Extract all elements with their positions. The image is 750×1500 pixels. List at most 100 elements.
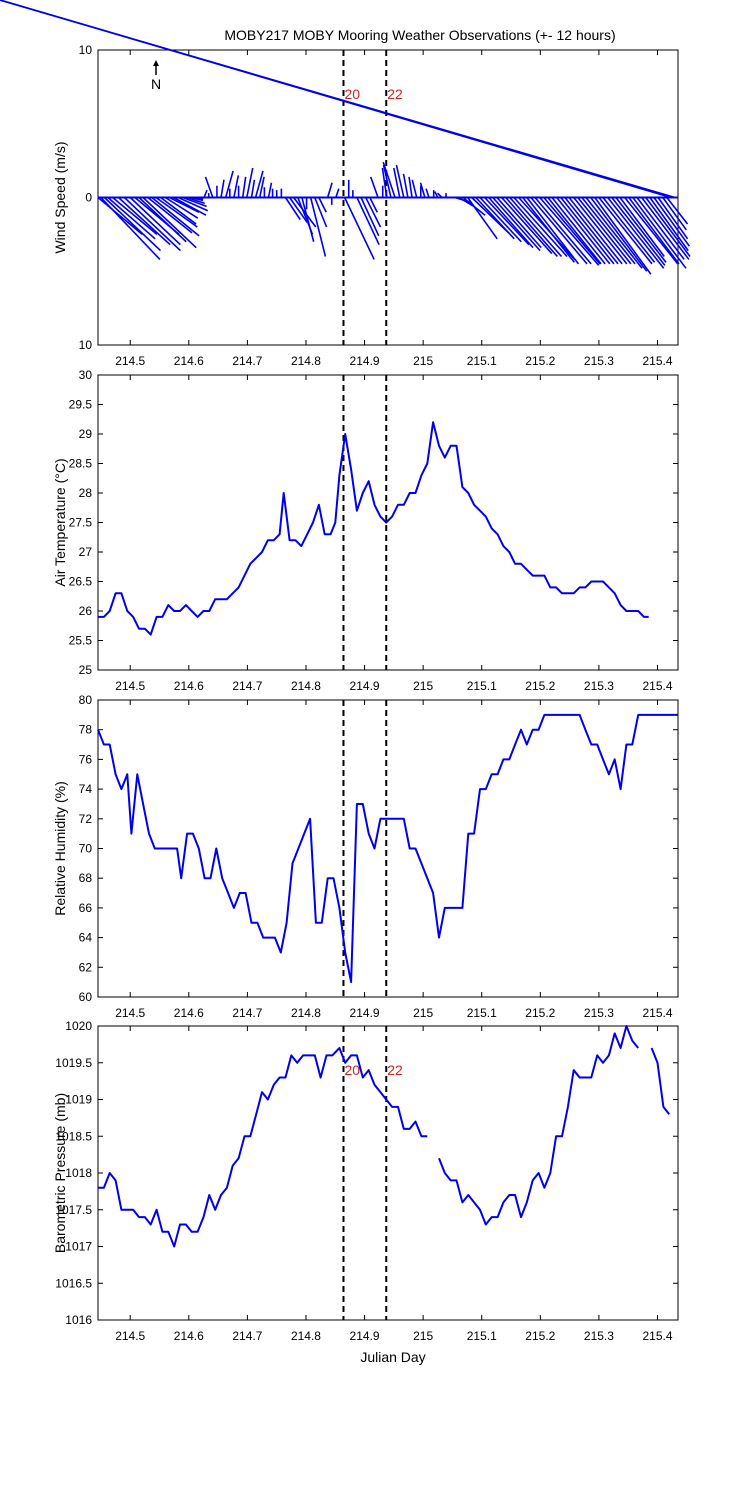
wind-stick [467,197,498,240]
wind-stick [343,197,375,260]
y-tick-label: 1016.5 [55,1276,92,1290]
y-tick-label: 1018.5 [55,1129,92,1143]
wind-stick [632,197,687,269]
wind-stick [360,197,380,237]
x-tick-label: 215.3 [584,354,614,368]
wind-stick [526,197,580,265]
wind-stick [129,196,181,246]
event-marker-label: 22 [387,86,403,102]
y-tick-label: 25.5 [69,634,93,648]
wind-stick [173,196,207,216]
y-tick-label: 25 [79,663,93,677]
y-tick-label: 28.5 [69,457,93,471]
series-line [98,421,649,636]
wind-stick [335,188,340,198]
wind-stick [615,197,667,263]
y-tick-label: 27 [79,545,93,559]
wind-stick [408,176,413,198]
wind-stick [534,196,592,265]
x-tick-label: 215.1 [467,354,497,368]
wind-stick [425,188,430,198]
wind-stick [581,197,636,265]
y-tick-label: 1017 [65,1240,92,1254]
wind-stick [318,197,327,213]
wind-stick [112,196,158,235]
wind-stick [556,197,611,265]
y-tick-label: 10 [79,338,93,352]
wind-stick [501,196,553,255]
x-tick-label: 215 [413,679,433,693]
wind-stick [0,0,676,199]
y-tick-label: 10 [79,43,93,57]
wind-stick [293,197,317,228]
wind-stick [241,176,247,198]
wind-stick [288,197,308,224]
wind-stick [568,197,623,265]
series-line [98,1047,428,1248]
x-tick-label: 215 [413,1006,433,1020]
x-tick-label: 215.4 [642,1329,672,1343]
panels: 10 0 10 214.5 214.6 214.7 214.8 214.9 215 215.1 21… [0,0,691,1343]
y-tick-label: 1017.5 [55,1203,92,1217]
wind-stick [395,164,405,198]
x-tick-label: 214.7 [232,1006,262,1020]
wind-stick [402,173,409,198]
wind-stick [314,197,328,228]
wind-stick [169,196,200,213]
wind-stick [254,170,264,198]
wind-stick [628,197,680,265]
wind-stick [551,197,606,265]
panel-1: 10 0 10 214.5 214.6 214.7 214.8 214.9 215 215.1 21… [0,0,691,368]
series-line [438,1025,639,1226]
wind-stick [284,197,301,221]
wind-stick [539,196,600,266]
wind-stick [356,197,380,246]
x-tick-label: 214.7 [232,1329,262,1343]
y-tick-label: 80 [79,693,93,707]
y-tick-label: 1019 [65,1093,92,1107]
wind-stick [666,197,689,225]
wind-stick [151,196,200,237]
wind-stick [301,197,315,242]
wind-stick [505,196,558,258]
y-tick-label: 62 [79,960,93,974]
wind-stick [267,182,273,198]
wind-stick [164,196,199,219]
x-tick-label: 214.8 [291,679,321,693]
x-tick-label: 214.6 [174,1329,204,1343]
x-tick-label: 214.5 [115,354,145,368]
wind-stick [107,196,156,240]
wind-stick [530,196,588,265]
wind-stick [509,196,563,258]
y-tick-label: 76 [79,752,93,766]
wind-stick [233,175,240,198]
x-tick-label: 214.5 [115,679,145,693]
wind-stick [138,196,187,243]
wind-stick [590,197,648,272]
wind-stick [636,197,685,260]
y-tick-label: 30 [79,368,93,382]
x-tick-label: 215 [413,1329,433,1343]
y-axis-label: Barometric Pressure (mb) [52,1093,68,1253]
wind-stick [97,196,143,235]
wind-stick [203,189,208,198]
x-tick-label: 215.1 [467,679,497,693]
y-tick-label: 29.5 [69,398,93,412]
wind-stick [246,167,254,198]
wind-stick [195,196,204,200]
wind-stick [484,196,530,246]
wind-stick [100,196,161,261]
wind-stick [547,197,602,265]
wind-stick [657,197,689,240]
x-tick-label: 215.4 [642,354,672,368]
x-tick-label: 214.6 [174,679,204,693]
y-tick-label: 72 [79,812,93,826]
plot-frame [97,374,679,671]
y-tick-label: 27.5 [69,516,93,530]
y-tick-label: 60 [79,990,93,1004]
wind-stick [160,196,197,225]
x-tick-label: 214.6 [174,1006,204,1020]
x-tick-label: 214.8 [291,1329,321,1343]
wind-stick [543,196,601,265]
x-tick-label: 215.2 [525,354,555,368]
